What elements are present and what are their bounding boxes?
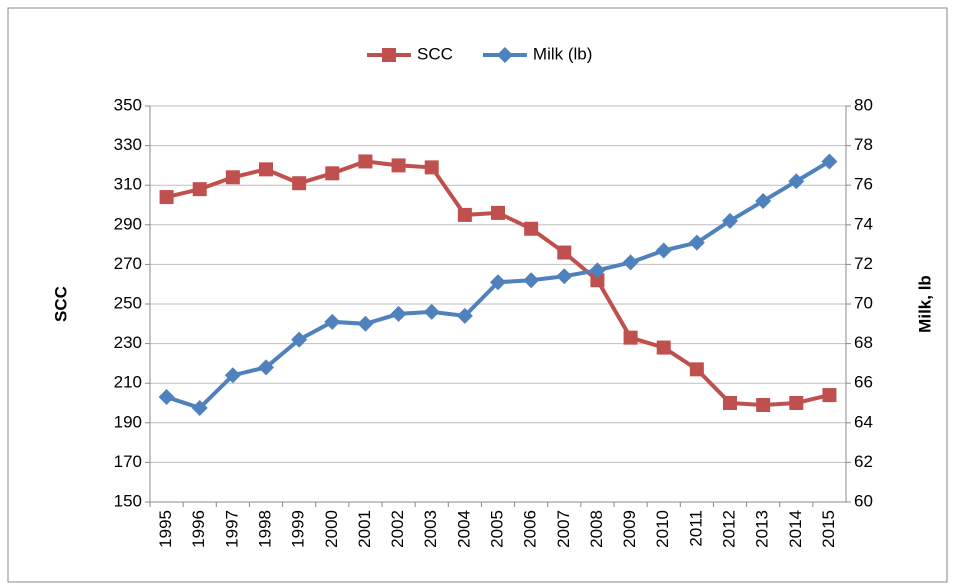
y2-tick-label: 68 bbox=[854, 333, 873, 352]
point bbox=[358, 154, 373, 169]
legend-marker bbox=[382, 48, 396, 62]
x-tick-label: 1999 bbox=[289, 510, 308, 548]
y2-tick-label: 70 bbox=[854, 293, 873, 312]
point bbox=[224, 367, 241, 384]
x-tick-label: 2008 bbox=[587, 510, 606, 548]
point bbox=[821, 153, 838, 170]
y2-tick-label: 62 bbox=[854, 452, 873, 471]
y2-tick-label: 66 bbox=[854, 373, 873, 392]
point bbox=[456, 307, 473, 324]
y-tick-label: 250 bbox=[114, 293, 142, 312]
point bbox=[292, 176, 307, 191]
point bbox=[589, 262, 606, 279]
point bbox=[590, 273, 605, 288]
legend-label: Milk (lb) bbox=[533, 44, 593, 63]
point bbox=[622, 254, 639, 271]
y-tick-label: 210 bbox=[114, 373, 142, 392]
point bbox=[423, 303, 440, 320]
y-axis-title: SCC bbox=[51, 286, 70, 322]
point bbox=[192, 182, 207, 197]
point bbox=[158, 389, 175, 406]
x-tick-label: 2015 bbox=[819, 510, 838, 548]
y-tick-label: 350 bbox=[114, 95, 142, 114]
y-tick-label: 330 bbox=[114, 135, 142, 154]
point bbox=[755, 193, 772, 210]
point bbox=[656, 340, 671, 355]
x-tick-label: 2001 bbox=[355, 510, 374, 548]
x-tick-label: 2009 bbox=[620, 510, 639, 548]
y2-tick-label: 80 bbox=[854, 95, 873, 114]
x-tick-label: 2005 bbox=[487, 510, 506, 548]
x-tick-label: 2006 bbox=[521, 510, 540, 548]
x-tick-label: 2003 bbox=[421, 510, 440, 548]
x-tick-label: 2012 bbox=[719, 510, 738, 548]
point bbox=[225, 170, 240, 185]
x-tick-label: 1997 bbox=[222, 510, 241, 548]
point bbox=[789, 396, 804, 410]
point bbox=[756, 397, 771, 412]
x-tick-label: 2013 bbox=[753, 510, 772, 548]
point bbox=[291, 331, 308, 348]
y2-tick-label: 60 bbox=[854, 491, 873, 510]
y2-axis-title: Milk, lb bbox=[915, 275, 934, 333]
point bbox=[655, 242, 672, 259]
x-tick-label: 2002 bbox=[388, 510, 407, 548]
point bbox=[556, 268, 573, 285]
point bbox=[159, 190, 174, 205]
y2-tick-label: 72 bbox=[854, 254, 873, 273]
x-tick-label: 2004 bbox=[454, 510, 473, 548]
y-tick-label: 190 bbox=[114, 412, 142, 431]
y2-tick-label: 64 bbox=[854, 412, 873, 431]
point bbox=[723, 396, 737, 410]
legend-label: SCC bbox=[417, 44, 453, 63]
point bbox=[623, 330, 638, 345]
legend-marker bbox=[496, 47, 513, 63]
chart-frame bbox=[7, 7, 948, 583]
point bbox=[788, 173, 805, 190]
y2-tick-label: 76 bbox=[854, 175, 873, 194]
x-tick-label: 2014 bbox=[786, 510, 805, 548]
point bbox=[722, 212, 738, 229]
point bbox=[259, 162, 273, 177]
point bbox=[258, 359, 274, 376]
y-tick-label: 150 bbox=[114, 491, 142, 510]
x-tick-label: 2010 bbox=[653, 510, 672, 548]
y-tick-label: 230 bbox=[114, 333, 142, 352]
point bbox=[357, 315, 374, 332]
point bbox=[325, 166, 340, 181]
x-tick-label: 2007 bbox=[554, 510, 573, 548]
point bbox=[524, 221, 539, 236]
y2-tick-label: 74 bbox=[854, 214, 873, 233]
point bbox=[557, 245, 572, 260]
point bbox=[689, 362, 704, 377]
point bbox=[490, 274, 506, 291]
point bbox=[191, 399, 208, 416]
y-tick-label: 270 bbox=[114, 254, 142, 273]
x-tick-label: 1996 bbox=[189, 510, 208, 548]
point bbox=[822, 388, 837, 403]
y2-tick-label: 78 bbox=[854, 135, 873, 154]
y-tick-label: 170 bbox=[114, 452, 142, 471]
point bbox=[424, 160, 439, 175]
point bbox=[457, 207, 472, 222]
point bbox=[523, 272, 540, 289]
y-tick-label: 310 bbox=[114, 175, 142, 194]
x-tick-label: 1995 bbox=[156, 510, 175, 548]
point bbox=[390, 305, 407, 322]
point bbox=[491, 205, 505, 220]
x-tick-label: 2000 bbox=[322, 510, 341, 548]
y-tick-label: 290 bbox=[114, 214, 142, 233]
point bbox=[688, 234, 705, 251]
point bbox=[391, 158, 406, 173]
x-tick-label: 2011 bbox=[686, 510, 705, 547]
x-tick-label: 1998 bbox=[255, 510, 274, 548]
point bbox=[324, 313, 341, 330]
